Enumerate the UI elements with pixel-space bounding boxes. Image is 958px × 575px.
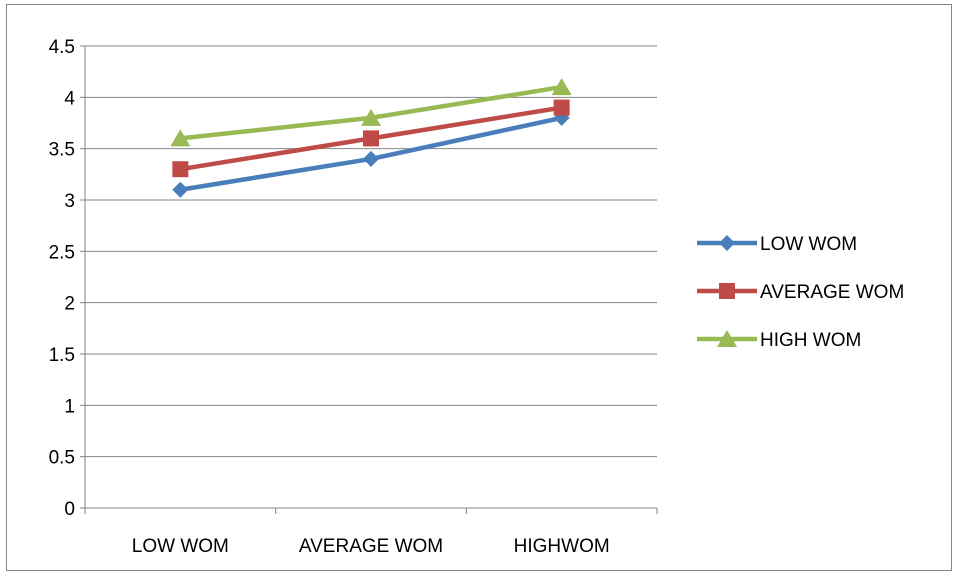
- x-tick-labels: LOW WOM AVERAGE WOM HIGHWOM: [132, 536, 610, 557]
- y-tick-labels: 0 0.5 1 1.5 2 2.5 3 3.5 4 4.5: [49, 37, 76, 520]
- data-point: [172, 181, 189, 198]
- data-point: [363, 130, 379, 147]
- x-tick-label: HIGHWOM: [514, 536, 610, 557]
- y-tick-label: 2: [64, 294, 75, 315]
- data-point: [172, 161, 189, 178]
- x-tick-label: AVERAGE WOM: [299, 536, 443, 557]
- y-tick-label: 3.5: [49, 140, 75, 161]
- legend-item: LOW WOM: [697, 234, 857, 255]
- data-point: [361, 108, 381, 126]
- legend-swatch-marker: [719, 235, 735, 251]
- axes: [80, 45, 658, 514]
- series-average-wom: [172, 99, 570, 178]
- legend-swatch-marker: [719, 283, 735, 299]
- y-tick-label: 0: [64, 499, 75, 520]
- chart-area: 0 0.5 1 1.5 2 2.5 3 3.5 4 4.5 LOW WOM AVERAGE WOM H…: [6, 4, 952, 571]
- gridlines: [85, 45, 657, 458]
- legend-item: AVERAGE WOM: [697, 282, 904, 303]
- legend-label: HIGH WOM: [760, 330, 861, 351]
- y-tick-label: 2.5: [49, 242, 75, 263]
- legend-item: HIGH WOM: [697, 330, 861, 351]
- legend-label: AVERAGE WOM: [760, 282, 904, 303]
- y-tick-label: 4: [64, 88, 75, 109]
- data-point: [553, 99, 570, 116]
- series-lines: [170, 78, 572, 198]
- y-tick-label: 1.5: [49, 345, 75, 366]
- data-point: [551, 78, 572, 96]
- legend-label: LOW WOM: [760, 234, 857, 255]
- legend: LOW WOM AVERAGE WOM HIGH WOM: [697, 234, 904, 351]
- legend-swatch-marker: [717, 330, 737, 347]
- data-point: [170, 129, 191, 147]
- data-point: [363, 150, 379, 167]
- line-chart: 0 0.5 1 1.5 2 2.5 3 3.5 4 4.5 LOW WOM AVERAGE WOM H…: [49, 37, 905, 557]
- y-tick-label: 1: [64, 396, 75, 417]
- y-tick-label: 4.5: [49, 37, 75, 58]
- y-tick-label: 3: [64, 191, 75, 212]
- x-tick-label: LOW WOM: [132, 536, 229, 557]
- series-high-wom: [170, 78, 572, 147]
- y-tick-label: 0.5: [49, 448, 75, 469]
